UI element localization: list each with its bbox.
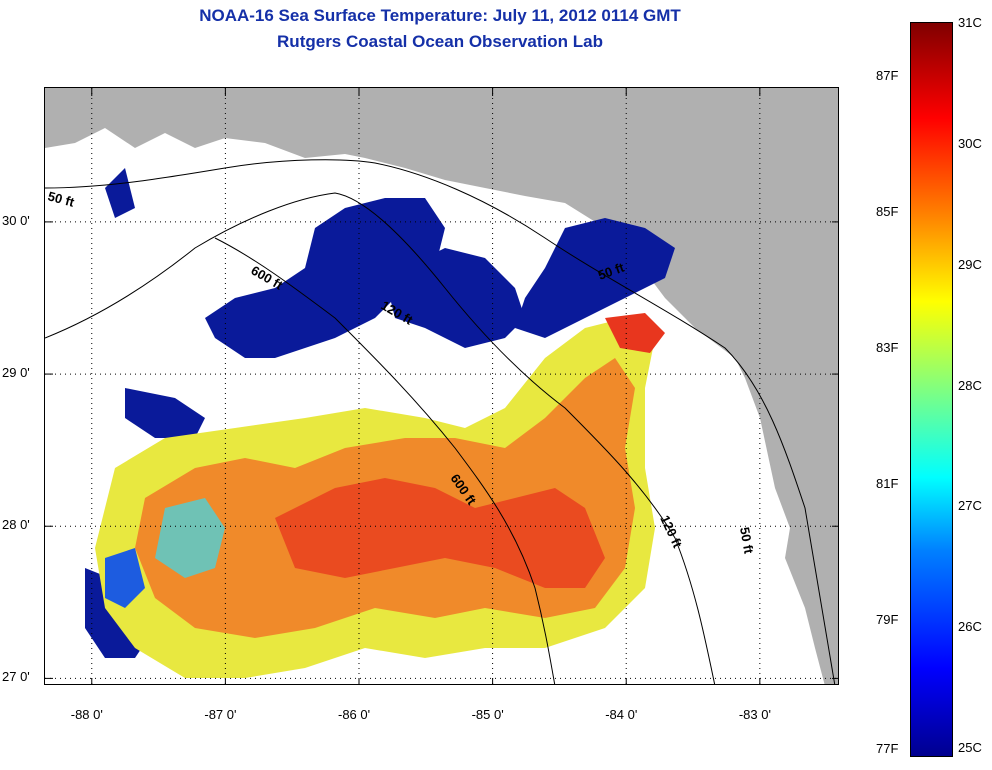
lon-tick-label: -83 0' xyxy=(738,707,771,722)
lon-tick-label: -87 0' xyxy=(204,707,237,722)
sst-warm-layer xyxy=(95,313,665,678)
colorbar-fahrenheit-label: 87F xyxy=(876,68,899,83)
lat-tick-label: 30 0' xyxy=(2,212,30,228)
temperature-colorbar xyxy=(910,22,953,757)
colorbar-fahrenheit-label: 77F xyxy=(876,741,899,756)
lon-tick-label: -86 0' xyxy=(337,707,371,722)
colorbar-fahrenheit-label: 83F xyxy=(876,340,899,355)
sst-map: 50 ft 600 ft 120 ft 50 ft 600 ft 120 ft … xyxy=(44,87,839,685)
lat-tick-label: 27 0' xyxy=(2,669,30,685)
map-title: NOAA-16 Sea Surface Temperature: July 11… xyxy=(199,6,681,25)
depth-label-120ft-south: 120 ft xyxy=(657,513,685,551)
depth-label-50ft-east: 50 ft xyxy=(737,526,757,556)
depth-label-50ft-west: 50 ft xyxy=(46,188,76,210)
lon-tick-label: -85 0' xyxy=(471,707,504,722)
axis-ticks xyxy=(45,88,838,684)
colorbar-fahrenheit-label: 81F xyxy=(876,476,899,491)
colorbar-celsius-label: 26C xyxy=(958,619,982,635)
colorbar-celsius-label: 27C xyxy=(958,498,982,514)
colorbar-celsius-label: 29C xyxy=(958,256,982,272)
lon-tick-label: -88 0' xyxy=(70,707,103,722)
colorbar-fahrenheit-label: 85F xyxy=(876,204,899,219)
colorbar-celsius-label: 28C xyxy=(958,377,982,393)
colorbar-celsius-label: 31C xyxy=(958,15,982,30)
cloud-cover-layer xyxy=(85,168,675,658)
colorbar-celsius-label: 25C xyxy=(958,740,982,755)
lat-tick-label: 28 0' xyxy=(2,517,30,533)
sst-map-canvas: 50 ft 600 ft 120 ft 50 ft 600 ft 120 ft … xyxy=(45,88,838,684)
colorbar-fahrenheit-label: 79F xyxy=(876,612,899,627)
map-subtitle: Rutgers Coastal Ocean Observation Lab xyxy=(277,32,603,51)
lon-tick-label: -84 0' xyxy=(605,707,638,722)
lat-tick-label: 29 0' xyxy=(2,365,30,381)
colorbar-celsius-label: 30C xyxy=(958,135,982,151)
